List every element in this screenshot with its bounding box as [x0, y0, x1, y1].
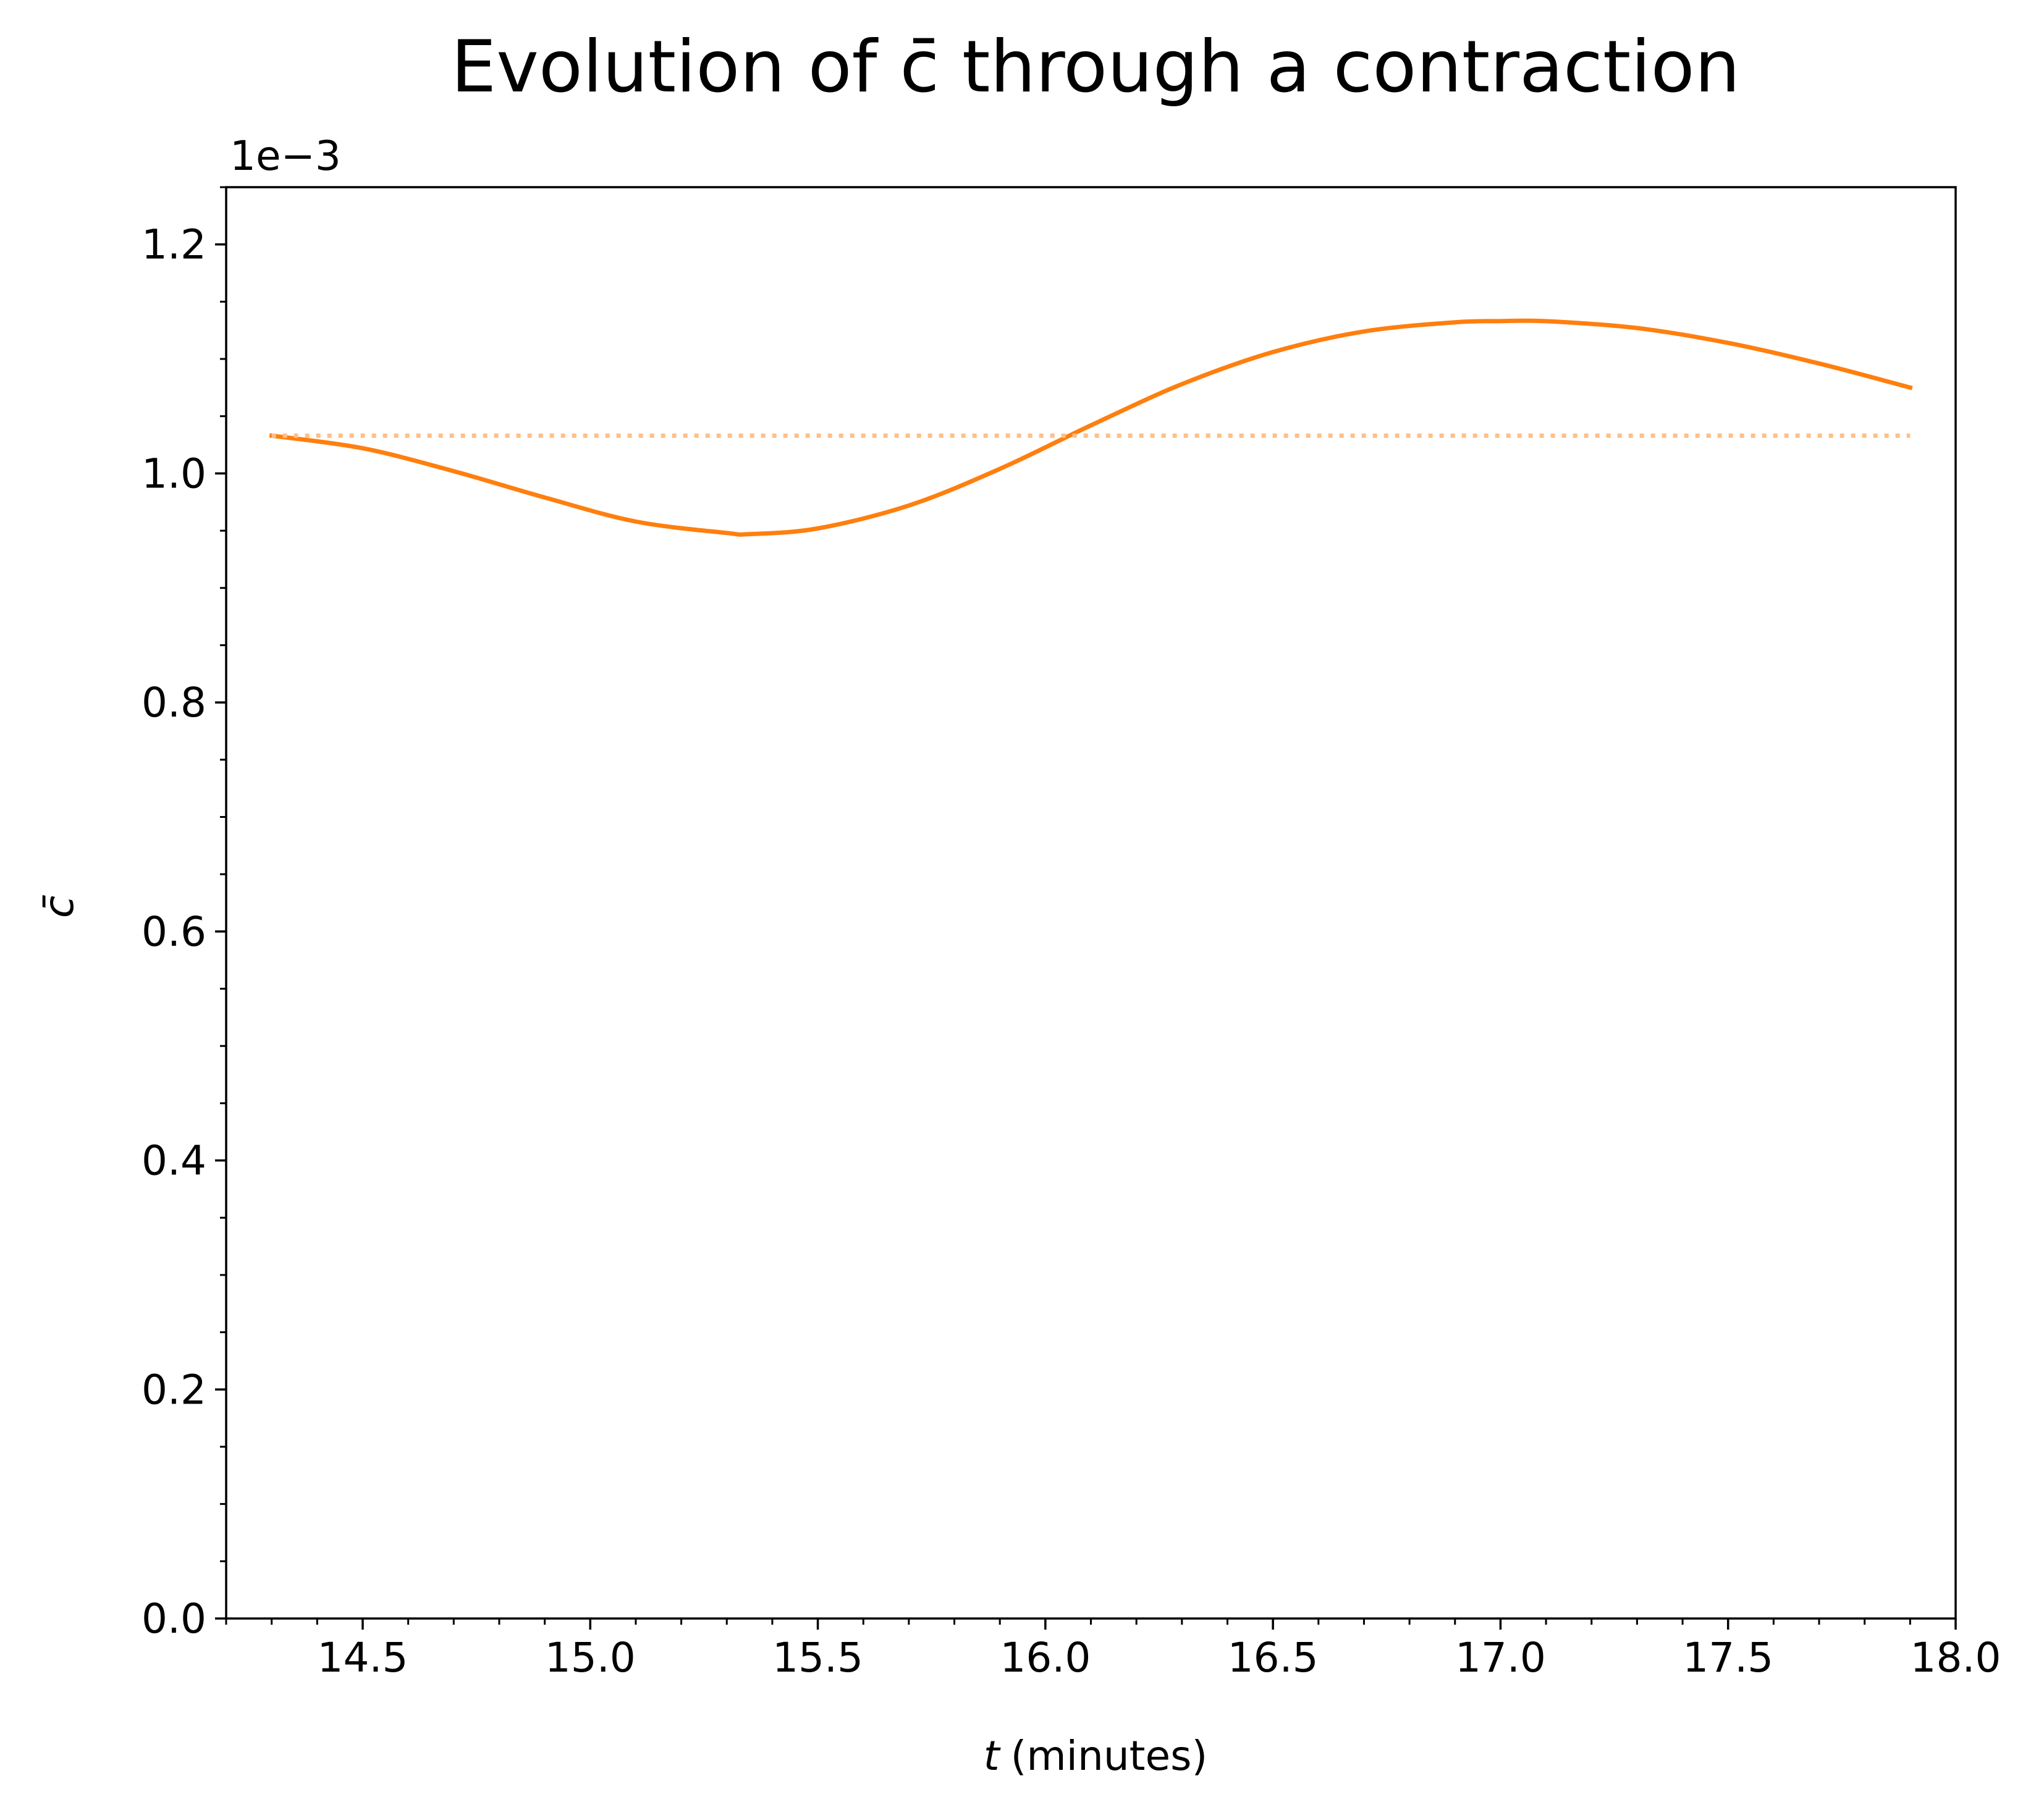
x-tick-label: 17.5 [1683, 1634, 1773, 1682]
y-axis-label: c̄ [35, 895, 83, 919]
x-tick-label: 14.5 [317, 1634, 408, 1682]
x-axis-label: t (minutes) [984, 1732, 1208, 1780]
y-tick-label: 0.0 [141, 1595, 206, 1643]
y-offset-label: 1e−3 [230, 132, 341, 180]
axes-frame [225, 186, 1957, 1620]
x-tick-label: 16.0 [1000, 1634, 1091, 1682]
y-tick-label: 1.0 [141, 450, 206, 497]
y-tick-label: 0.2 [141, 1366, 206, 1413]
y-tick-label: 0.6 [141, 908, 206, 956]
chart-title: Evolution of c̄ through a contraction [451, 25, 1740, 109]
x-tick-label: 15.0 [545, 1634, 636, 1682]
x-tick-label: 17.0 [1455, 1634, 1546, 1682]
x-tick-label: 16.5 [1228, 1634, 1319, 1682]
x-axis-unit: (minutes) [1011, 1732, 1208, 1780]
y-tick-label: 0.8 [141, 679, 206, 726]
x-tick-label: 18.0 [1911, 1634, 2001, 1682]
y-tick-label: 1.2 [141, 221, 206, 269]
y-tick-label: 0.4 [141, 1137, 206, 1185]
plot-area: 14.5 15.0 15.5 16.0 16.5 17.0 17.5 18.0 0.0 0.2 0.… [141, 186, 2001, 1682]
x-axis-variable: t [984, 1732, 1001, 1780]
x-tick-label: 15.5 [772, 1634, 863, 1682]
series-line [269, 318, 1913, 537]
